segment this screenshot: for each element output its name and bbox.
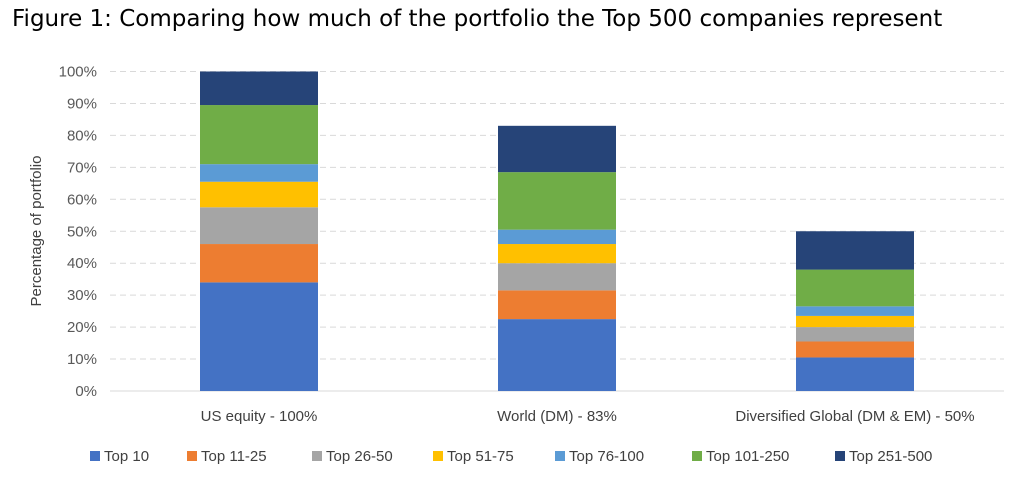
bar-segment xyxy=(796,357,914,391)
y-tick-label: 30% xyxy=(67,287,97,304)
legend: Top 10 Top 11-25 Top 26-50 Top 51-75 Top 76-… xyxy=(90,448,932,465)
bar-segment xyxy=(796,269,914,307)
legend-label: Top 10 xyxy=(104,448,149,465)
bar-segment xyxy=(498,172,616,230)
legend-item: Top 51-75 xyxy=(433,448,514,465)
legend-label: Top 26-50 xyxy=(326,448,393,465)
y-tick-label: 70% xyxy=(67,159,97,176)
legend-swatch xyxy=(433,451,443,461)
x-axis-categories: US equity - 100% World (DM) - 83% Diversif… xyxy=(201,408,975,425)
bar-segment xyxy=(200,207,318,245)
legend-label: Top 251-500 xyxy=(849,448,932,465)
y-tick-label: 40% xyxy=(67,255,97,272)
legend-item: Top 76-100 xyxy=(555,448,644,465)
y-tick-label: 90% xyxy=(67,95,97,112)
bar-segment xyxy=(796,231,914,270)
legend-item: Top 11-25 xyxy=(187,448,267,465)
bar-segment xyxy=(200,71,318,106)
legend-swatch xyxy=(187,451,197,461)
bar-segment xyxy=(796,341,914,358)
y-axis-label: Percentage of portfolio xyxy=(28,156,45,307)
bar-segment xyxy=(498,125,616,173)
legend-swatch xyxy=(692,451,702,461)
bar-segment xyxy=(498,244,616,264)
y-tick-label: 50% xyxy=(67,223,97,240)
bar-segment xyxy=(796,315,914,328)
y-tick-label: 100% xyxy=(59,64,97,81)
y-tick-label: 0% xyxy=(75,383,97,400)
bar-segment xyxy=(200,164,318,182)
legend-label: Top 51-75 xyxy=(447,448,514,465)
legend-item: Top 10 xyxy=(90,448,149,465)
bar-segment xyxy=(498,229,616,245)
legend-swatch xyxy=(555,451,565,461)
bar-segment xyxy=(498,319,616,391)
legend-swatch xyxy=(312,451,322,461)
bar-segment xyxy=(498,290,616,320)
legend-item: Top 251-500 xyxy=(835,448,932,465)
legend-swatch xyxy=(90,451,100,461)
bar-segment xyxy=(200,282,318,391)
legend-swatch xyxy=(835,451,845,461)
x-category-label: US equity - 100% xyxy=(201,408,318,425)
legend-item: Top 101-250 xyxy=(692,448,789,465)
bar-segment xyxy=(498,263,616,291)
bar-segment xyxy=(200,105,318,165)
bar-segment xyxy=(796,306,914,316)
legend-label: Top 76-100 xyxy=(569,448,644,465)
y-tick-label: 20% xyxy=(67,319,97,336)
bars xyxy=(200,71,914,391)
y-tick-label: 10% xyxy=(67,351,97,368)
y-tick-label: 80% xyxy=(67,127,97,144)
legend-item: Top 26-50 xyxy=(312,448,393,465)
x-category-label: Diversified Global (DM & EM) - 50% xyxy=(735,408,974,425)
legend-label: Top 101-250 xyxy=(706,448,789,465)
bar-segment xyxy=(200,244,318,283)
legend-label: Top 11-25 xyxy=(201,448,267,465)
y-tick-label: 60% xyxy=(67,191,97,208)
chart-title: Figure 1: Comparing how much of the port… xyxy=(12,6,943,32)
bar-segment xyxy=(200,181,318,208)
y-axis-ticks: 0% 10% 20% 30% 40% 50% 60% 70% 80% 90% 100% xyxy=(59,64,97,401)
bar-segment xyxy=(796,327,914,342)
x-category-label: World (DM) - 83% xyxy=(497,408,617,425)
